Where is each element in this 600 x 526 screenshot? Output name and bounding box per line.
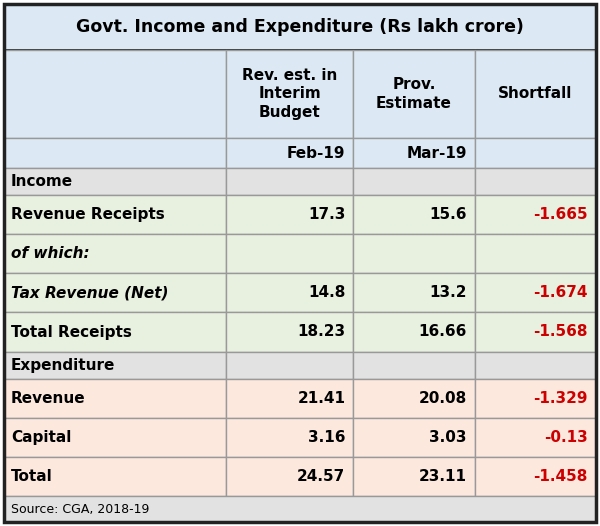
Bar (353, 418, 475, 457)
Text: 16.66: 16.66 (418, 325, 467, 339)
Text: 17.3: 17.3 (308, 207, 345, 222)
Bar (226, 457, 353, 496)
Text: Rev. est. in
Interim
Budget: Rev. est. in Interim Budget (242, 68, 337, 120)
Bar (4, 418, 226, 457)
Bar (475, 379, 596, 418)
Text: of which:: of which: (11, 246, 89, 261)
Bar (353, 50, 475, 138)
Text: Shortfall: Shortfall (498, 86, 572, 102)
Bar (4, 457, 226, 496)
Bar (475, 234, 596, 274)
Bar (226, 379, 353, 418)
Bar (4, 379, 226, 418)
Text: Mar-19: Mar-19 (406, 146, 467, 160)
Text: Govt. Income and Expenditure (Rs lakh crore): Govt. Income and Expenditure (Rs lakh cr… (76, 18, 524, 36)
Text: Total: Total (11, 469, 53, 484)
Bar (226, 195, 353, 234)
Bar (4, 496, 596, 522)
Bar (4, 351, 226, 379)
Bar (353, 379, 475, 418)
Text: Prov.
Estimate: Prov. Estimate (376, 77, 452, 111)
Text: 23.11: 23.11 (419, 469, 467, 484)
Text: Source: CGA, 2018-19: Source: CGA, 2018-19 (11, 502, 149, 515)
Text: 15.6: 15.6 (429, 207, 467, 222)
Bar (4, 4, 596, 50)
Text: Income: Income (11, 174, 73, 189)
Bar (226, 312, 353, 351)
Text: 20.08: 20.08 (418, 391, 467, 406)
Bar (353, 274, 475, 312)
Bar (475, 138, 596, 168)
Bar (4, 274, 226, 312)
Bar (353, 168, 475, 195)
Text: Capital: Capital (11, 430, 71, 445)
Text: 3.16: 3.16 (308, 430, 345, 445)
Bar (353, 351, 475, 379)
Text: -1.665: -1.665 (533, 207, 588, 222)
Text: 18.23: 18.23 (297, 325, 345, 339)
Bar (475, 312, 596, 351)
Bar (226, 274, 353, 312)
Bar (226, 418, 353, 457)
Text: Revenue Receipts: Revenue Receipts (11, 207, 165, 222)
Bar (353, 457, 475, 496)
Bar (4, 195, 226, 234)
Text: -1.568: -1.568 (533, 325, 588, 339)
Bar (475, 351, 596, 379)
Text: -0.13: -0.13 (544, 430, 588, 445)
Bar (353, 312, 475, 351)
Text: 21.41: 21.41 (297, 391, 345, 406)
Bar (475, 457, 596, 496)
Bar (475, 274, 596, 312)
Bar (4, 168, 226, 195)
Text: 24.57: 24.57 (297, 469, 345, 484)
Bar (226, 50, 353, 138)
Bar (4, 138, 226, 168)
Text: Expenditure: Expenditure (11, 358, 115, 372)
Text: 14.8: 14.8 (308, 286, 345, 300)
Bar (475, 50, 596, 138)
Text: 3.03: 3.03 (429, 430, 467, 445)
Text: Tax Revenue (Net): Tax Revenue (Net) (11, 286, 169, 300)
Bar (353, 195, 475, 234)
Text: Total Receipts: Total Receipts (11, 325, 132, 339)
Text: -1.458: -1.458 (533, 469, 588, 484)
Bar (353, 138, 475, 168)
Text: Revenue: Revenue (11, 391, 86, 406)
Text: -1.674: -1.674 (533, 286, 588, 300)
Text: Feb-19: Feb-19 (287, 146, 345, 160)
Bar (4, 50, 226, 138)
Bar (353, 234, 475, 274)
Bar (4, 312, 226, 351)
Bar (226, 234, 353, 274)
Bar (475, 168, 596, 195)
Bar (226, 168, 353, 195)
Bar (4, 234, 226, 274)
Bar (226, 138, 353, 168)
Bar (475, 195, 596, 234)
Bar (226, 351, 353, 379)
Text: 13.2: 13.2 (429, 286, 467, 300)
Text: -1.329: -1.329 (533, 391, 588, 406)
Bar (475, 418, 596, 457)
